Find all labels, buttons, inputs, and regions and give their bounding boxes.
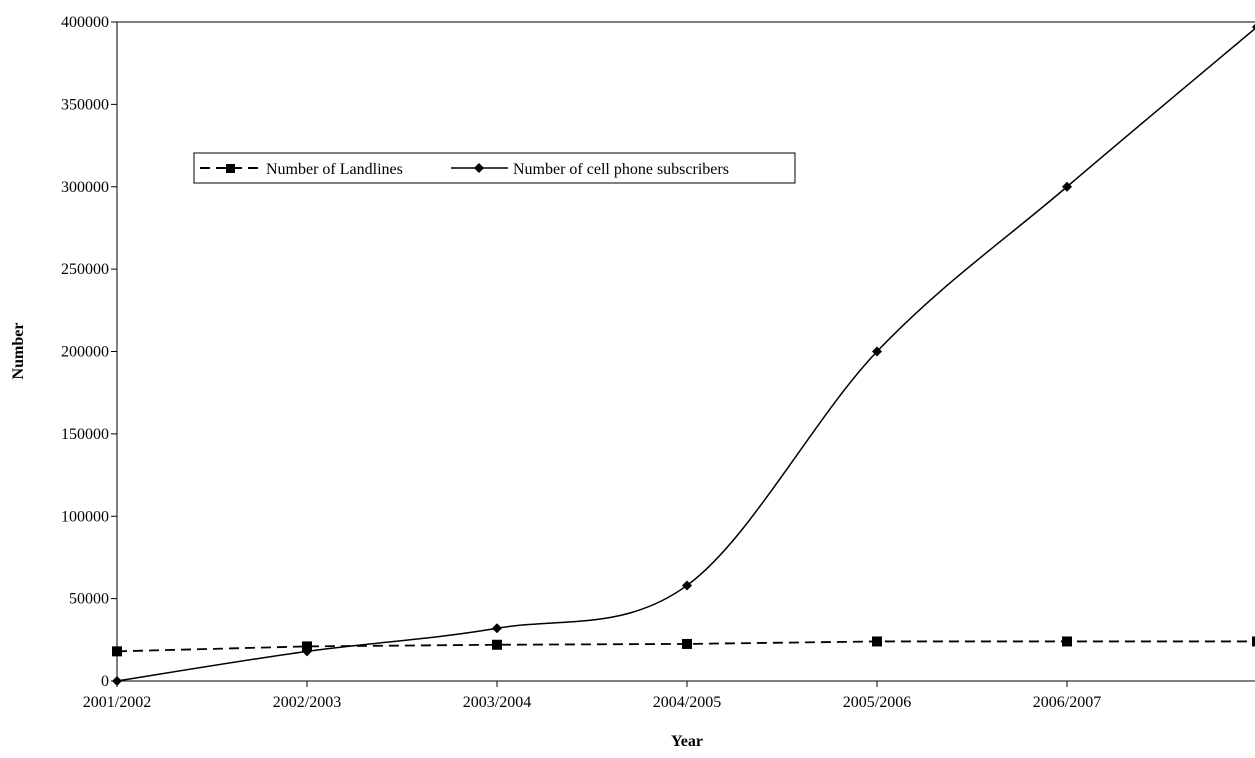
legend-landlines-marker: [226, 164, 235, 173]
x-tick-label: 2003/2004: [463, 694, 531, 711]
cell-subscribers-point: [112, 676, 122, 686]
legend-landlines-label: Number of Landlines: [266, 161, 403, 178]
cell-subscribers-point: [302, 646, 312, 657]
y-ticks: 0 50000 100000 150000 200000 250000 300000 3500…: [61, 14, 117, 690]
y-tick-label: 200000: [61, 344, 109, 361]
landlines-point: [872, 636, 882, 647]
cell-subscribers-point: [1252, 23, 1255, 30]
x-axis-title: Year: [671, 733, 703, 750]
x-ticks: 2001/2002 2002/2003 2003/2004 2004/2005 2005…: [83, 681, 1101, 711]
y-tick-label: 150000: [61, 426, 109, 443]
cell-subscribers-point: [872, 346, 882, 357]
cell-subscribers-point: [682, 580, 692, 591]
x-tick-label: 2001/2002: [83, 694, 151, 711]
x-tick-label: 2005/2006: [843, 694, 911, 711]
y-tick-label: 350000: [61, 96, 109, 113]
landlines-point: [682, 638, 692, 649]
legend-cell-marker: [474, 163, 484, 173]
x-tick-label: 2004/2005: [653, 694, 721, 711]
legend-cell-label: Number of cell phone subscribers: [513, 161, 729, 178]
y-tick-label: 0: [101, 673, 109, 690]
landlines-point: [1062, 636, 1072, 647]
y-tick-label: 250000: [61, 261, 109, 278]
x-tick-label: 2002/2003: [273, 694, 341, 711]
y-tick-label: 50000: [69, 591, 109, 608]
landlines-point: [492, 639, 502, 650]
landlines-point: [1252, 636, 1255, 647]
y-axis-title: Number: [10, 323, 27, 380]
cell-subscribers-point: [492, 623, 502, 634]
legend: Number of Landlines Number of cell phone…: [193, 152, 796, 184]
series-layer: [112, 23, 1255, 686]
cell-subscribers-point: [1062, 181, 1072, 192]
y-tick-label: 300000: [61, 179, 109, 196]
landlines-point: [112, 646, 122, 657]
y-tick-label: 400000: [61, 14, 109, 31]
y-tick-label: 100000: [61, 508, 109, 525]
x-tick-label: 2006/2007: [1033, 694, 1101, 711]
